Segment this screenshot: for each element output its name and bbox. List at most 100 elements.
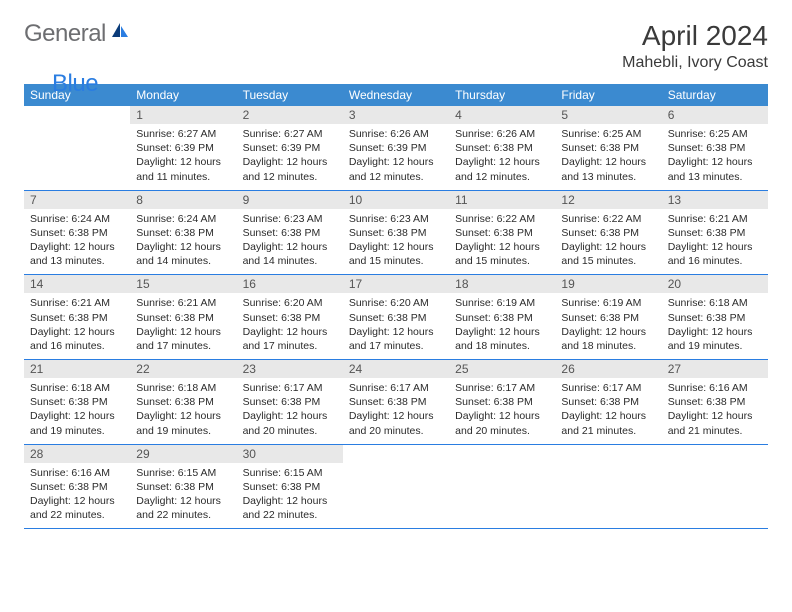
daylight-text: Daylight: 12 hours and 14 minutes. bbox=[136, 240, 230, 268]
sunset-text: Sunset: 6:38 PM bbox=[668, 141, 762, 155]
day-number: 3 bbox=[343, 106, 449, 124]
day-cell: 17Sunrise: 6:20 AMSunset: 6:38 PMDayligh… bbox=[343, 275, 449, 359]
sunrise-text: Sunrise: 6:18 AM bbox=[30, 381, 124, 395]
sunrise-text: Sunrise: 6:22 AM bbox=[561, 212, 655, 226]
sunrise-text: Sunrise: 6:16 AM bbox=[668, 381, 762, 395]
day-number: 10 bbox=[343, 191, 449, 209]
day-number: 17 bbox=[343, 275, 449, 293]
day-number: 5 bbox=[555, 106, 661, 124]
day-cell: 23Sunrise: 6:17 AMSunset: 6:38 PMDayligh… bbox=[237, 360, 343, 444]
day-cell: 28Sunrise: 6:16 AMSunset: 6:38 PMDayligh… bbox=[24, 445, 130, 529]
sunset-text: Sunset: 6:38 PM bbox=[243, 226, 337, 240]
day-body: Sunrise: 6:24 AMSunset: 6:38 PMDaylight:… bbox=[24, 209, 130, 275]
sunrise-text: Sunrise: 6:25 AM bbox=[668, 127, 762, 141]
day-number: 19 bbox=[555, 275, 661, 293]
sunset-text: Sunset: 6:38 PM bbox=[668, 311, 762, 325]
day-body: Sunrise: 6:22 AMSunset: 6:38 PMDaylight:… bbox=[555, 209, 661, 275]
day-number: 24 bbox=[343, 360, 449, 378]
day-body: Sunrise: 6:21 AMSunset: 6:38 PMDaylight:… bbox=[130, 293, 236, 359]
day-number: 27 bbox=[662, 360, 768, 378]
day-body: Sunrise: 6:18 AMSunset: 6:38 PMDaylight:… bbox=[662, 293, 768, 359]
week-row: 21Sunrise: 6:18 AMSunset: 6:38 PMDayligh… bbox=[24, 360, 768, 445]
day-cell: 4Sunrise: 6:26 AMSunset: 6:38 PMDaylight… bbox=[449, 106, 555, 190]
sunrise-text: Sunrise: 6:27 AM bbox=[243, 127, 337, 141]
day-number bbox=[24, 106, 130, 122]
sunrise-text: Sunrise: 6:24 AM bbox=[30, 212, 124, 226]
sunrise-text: Sunrise: 6:22 AM bbox=[455, 212, 549, 226]
day-body: Sunrise: 6:20 AMSunset: 6:38 PMDaylight:… bbox=[343, 293, 449, 359]
day-number: 28 bbox=[24, 445, 130, 463]
weekday-header: Saturday bbox=[662, 84, 768, 106]
sunset-text: Sunset: 6:38 PM bbox=[136, 311, 230, 325]
sunrise-text: Sunrise: 6:16 AM bbox=[30, 466, 124, 480]
sunset-text: Sunset: 6:38 PM bbox=[243, 311, 337, 325]
day-body: Sunrise: 6:20 AMSunset: 6:38 PMDaylight:… bbox=[237, 293, 343, 359]
daylight-text: Daylight: 12 hours and 13 minutes. bbox=[668, 155, 762, 183]
sunrise-text: Sunrise: 6:21 AM bbox=[668, 212, 762, 226]
daylight-text: Daylight: 12 hours and 21 minutes. bbox=[561, 409, 655, 437]
day-number: 15 bbox=[130, 275, 236, 293]
daylight-text: Daylight: 12 hours and 20 minutes. bbox=[349, 409, 443, 437]
day-body: Sunrise: 6:24 AMSunset: 6:38 PMDaylight:… bbox=[130, 209, 236, 275]
sunset-text: Sunset: 6:39 PM bbox=[243, 141, 337, 155]
day-body: Sunrise: 6:17 AMSunset: 6:38 PMDaylight:… bbox=[555, 378, 661, 444]
day-body: Sunrise: 6:23 AMSunset: 6:38 PMDaylight:… bbox=[237, 209, 343, 275]
sunset-text: Sunset: 6:38 PM bbox=[349, 311, 443, 325]
daylight-text: Daylight: 12 hours and 14 minutes. bbox=[243, 240, 337, 268]
sunset-text: Sunset: 6:38 PM bbox=[668, 226, 762, 240]
location-subtitle: Mahebli, Ivory Coast bbox=[622, 54, 768, 72]
sunset-text: Sunset: 6:38 PM bbox=[668, 395, 762, 409]
sunrise-text: Sunrise: 6:17 AM bbox=[561, 381, 655, 395]
daylight-text: Daylight: 12 hours and 12 minutes. bbox=[243, 155, 337, 183]
day-number: 29 bbox=[130, 445, 236, 463]
daylight-text: Daylight: 12 hours and 16 minutes. bbox=[668, 240, 762, 268]
day-number: 4 bbox=[449, 106, 555, 124]
weekday-header: Wednesday bbox=[343, 84, 449, 106]
daylight-text: Daylight: 12 hours and 18 minutes. bbox=[455, 325, 549, 353]
calendar-grid: Sunday Monday Tuesday Wednesday Thursday… bbox=[24, 84, 768, 529]
day-cell: 24Sunrise: 6:17 AMSunset: 6:38 PMDayligh… bbox=[343, 360, 449, 444]
daylight-text: Daylight: 12 hours and 20 minutes. bbox=[243, 409, 337, 437]
sunrise-text: Sunrise: 6:17 AM bbox=[349, 381, 443, 395]
day-body: Sunrise: 6:26 AMSunset: 6:38 PMDaylight:… bbox=[449, 124, 555, 190]
sunset-text: Sunset: 6:38 PM bbox=[30, 395, 124, 409]
daylight-text: Daylight: 12 hours and 17 minutes. bbox=[243, 325, 337, 353]
sunrise-text: Sunrise: 6:19 AM bbox=[455, 296, 549, 310]
logo-general-text: General bbox=[24, 20, 106, 48]
day-cell: 1Sunrise: 6:27 AMSunset: 6:39 PMDaylight… bbox=[130, 106, 236, 190]
day-number: 11 bbox=[449, 191, 555, 209]
day-cell: 2Sunrise: 6:27 AMSunset: 6:39 PMDaylight… bbox=[237, 106, 343, 190]
logo: General bbox=[24, 20, 132, 48]
sunrise-text: Sunrise: 6:18 AM bbox=[136, 381, 230, 395]
week-row: 7Sunrise: 6:24 AMSunset: 6:38 PMDaylight… bbox=[24, 191, 768, 276]
day-cell: 22Sunrise: 6:18 AMSunset: 6:38 PMDayligh… bbox=[130, 360, 236, 444]
day-number: 16 bbox=[237, 275, 343, 293]
sunrise-text: Sunrise: 6:19 AM bbox=[561, 296, 655, 310]
sunset-text: Sunset: 6:38 PM bbox=[455, 226, 549, 240]
day-cell bbox=[24, 106, 130, 190]
sunrise-text: Sunrise: 6:15 AM bbox=[136, 466, 230, 480]
daylight-text: Daylight: 12 hours and 22 minutes. bbox=[136, 494, 230, 522]
daylight-text: Daylight: 12 hours and 15 minutes. bbox=[455, 240, 549, 268]
day-number: 26 bbox=[555, 360, 661, 378]
day-cell: 16Sunrise: 6:20 AMSunset: 6:38 PMDayligh… bbox=[237, 275, 343, 359]
logo-blue-text: Blue bbox=[52, 70, 98, 98]
daylight-text: Daylight: 12 hours and 16 minutes. bbox=[30, 325, 124, 353]
day-cell: 19Sunrise: 6:19 AMSunset: 6:38 PMDayligh… bbox=[555, 275, 661, 359]
day-cell: 20Sunrise: 6:18 AMSunset: 6:38 PMDayligh… bbox=[662, 275, 768, 359]
day-cell: 3Sunrise: 6:26 AMSunset: 6:39 PMDaylight… bbox=[343, 106, 449, 190]
day-body: Sunrise: 6:25 AMSunset: 6:38 PMDaylight:… bbox=[555, 124, 661, 190]
daylight-text: Daylight: 12 hours and 13 minutes. bbox=[561, 155, 655, 183]
sunrise-text: Sunrise: 6:23 AM bbox=[243, 212, 337, 226]
sunrise-text: Sunrise: 6:25 AM bbox=[561, 127, 655, 141]
sunrise-text: Sunrise: 6:15 AM bbox=[243, 466, 337, 480]
daylight-text: Daylight: 12 hours and 20 minutes. bbox=[455, 409, 549, 437]
day-number bbox=[662, 445, 768, 461]
logo-sail-icon bbox=[110, 21, 130, 44]
day-body: Sunrise: 6:18 AMSunset: 6:38 PMDaylight:… bbox=[24, 378, 130, 444]
day-cell: 15Sunrise: 6:21 AMSunset: 6:38 PMDayligh… bbox=[130, 275, 236, 359]
day-body: Sunrise: 6:26 AMSunset: 6:39 PMDaylight:… bbox=[343, 124, 449, 190]
day-cell: 29Sunrise: 6:15 AMSunset: 6:38 PMDayligh… bbox=[130, 445, 236, 529]
day-cell: 21Sunrise: 6:18 AMSunset: 6:38 PMDayligh… bbox=[24, 360, 130, 444]
sunrise-text: Sunrise: 6:20 AM bbox=[243, 296, 337, 310]
